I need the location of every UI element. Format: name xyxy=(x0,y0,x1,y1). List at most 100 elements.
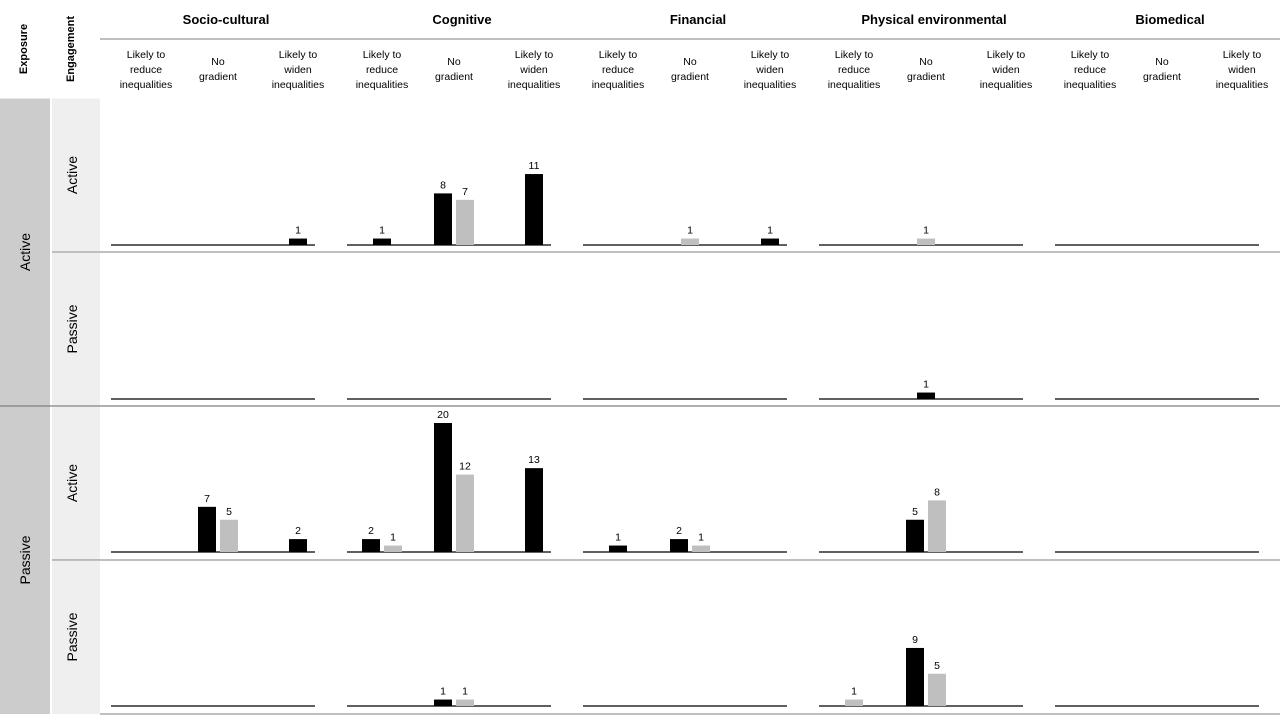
gradient-column-label: inequalities xyxy=(980,79,1033,91)
gradient-column-label: Likely to xyxy=(987,49,1026,61)
gradient-column-label: gradient xyxy=(435,71,473,83)
gradient-column-label: reduce xyxy=(838,64,870,76)
gradient-column-label: widen xyxy=(283,64,312,76)
gradient-column-label: widen xyxy=(1227,64,1256,76)
category-title: Socio-cultural xyxy=(183,12,270,27)
data-label: 1 xyxy=(379,225,385,237)
data-label: 12 xyxy=(459,461,471,473)
bar-black xyxy=(434,193,452,245)
exposure-label: Active xyxy=(17,233,33,271)
data-label: 2 xyxy=(295,525,301,537)
bar-black xyxy=(289,238,307,245)
data-label: 1 xyxy=(390,532,396,544)
engagement-panel xyxy=(52,561,100,714)
gradient-column-label: No xyxy=(919,56,933,68)
gradient-column-label: Likely to xyxy=(751,49,790,61)
data-label: 1 xyxy=(698,532,704,544)
bar-grey xyxy=(681,238,699,245)
gradient-column-label: gradient xyxy=(1143,71,1181,83)
data-label: 1 xyxy=(295,225,301,237)
data-label: 1 xyxy=(851,686,857,698)
bar-black xyxy=(362,539,380,552)
gradient-column-label: No xyxy=(211,56,225,68)
bar-black xyxy=(761,238,779,245)
gradient-column-label: No xyxy=(683,56,697,68)
bar-black xyxy=(434,699,452,706)
category-title: Financial xyxy=(670,12,726,27)
gradient-column-label: inequalities xyxy=(356,79,409,91)
data-label: 5 xyxy=(934,660,940,672)
gradient-column-label: inequalities xyxy=(592,79,645,91)
gradient-column-label: No xyxy=(1155,56,1169,68)
data-label: 7 xyxy=(462,186,468,198)
exposure-header: Exposure xyxy=(18,24,30,74)
gradient-column-label: reduce xyxy=(130,64,162,76)
data-label: 8 xyxy=(440,179,446,191)
gradient-column-label: Likely to xyxy=(1223,49,1262,61)
engagement-panel xyxy=(52,98,100,251)
exposure-label: Passive xyxy=(17,535,33,584)
data-label: 1 xyxy=(615,532,621,544)
data-label: 7 xyxy=(204,493,210,505)
bar-grey xyxy=(845,699,863,706)
data-label: 11 xyxy=(529,160,540,172)
bar-grey xyxy=(220,519,238,552)
gradient-column-label: inequalities xyxy=(272,79,325,91)
gradient-column-label: No xyxy=(447,56,461,68)
bar-black xyxy=(198,506,216,552)
data-label: 2 xyxy=(368,525,374,537)
engagement-label: Active xyxy=(64,464,80,502)
engagement-panel xyxy=(52,253,100,406)
bar-black xyxy=(609,545,627,552)
engagement-label: Passive xyxy=(64,304,80,353)
data-label: 5 xyxy=(912,506,918,518)
engagement-label: Passive xyxy=(64,612,80,661)
bar-black xyxy=(906,647,924,706)
gradient-column-label: inequalities xyxy=(508,79,561,91)
bar-black xyxy=(525,174,543,245)
data-label: 5 xyxy=(226,506,232,518)
gradient-column-label: gradient xyxy=(199,71,237,83)
gradient-column-label: widen xyxy=(991,64,1020,76)
gradient-column-label: inequalities xyxy=(120,79,173,91)
data-label: 2 xyxy=(676,525,682,537)
data-label: 1 xyxy=(923,379,929,391)
gradient-column-label: gradient xyxy=(907,71,945,83)
gradient-column-label: Likely to xyxy=(599,49,638,61)
engagement-label: Active xyxy=(64,156,80,194)
data-label: 13 xyxy=(528,454,540,466)
gradient-column-label: widen xyxy=(755,64,784,76)
data-label: 9 xyxy=(912,634,918,646)
bar-grey xyxy=(384,545,402,552)
gradient-column-label: Likely to xyxy=(835,49,874,61)
gradient-column-label: gradient xyxy=(671,71,709,83)
bar-grey xyxy=(928,673,946,706)
gradient-column-label: Likely to xyxy=(363,49,402,61)
bar-black xyxy=(906,519,924,552)
data-label: 1 xyxy=(462,686,468,698)
gradient-column-label: reduce xyxy=(366,64,398,76)
gradient-column-label: Likely to xyxy=(279,49,318,61)
data-label: 1 xyxy=(767,225,773,237)
exposure-panel-active xyxy=(0,98,50,406)
gradient-column-label: inequalities xyxy=(744,79,797,91)
bar-grey xyxy=(456,199,474,245)
gradient-column-label: Likely to xyxy=(1071,49,1110,61)
bar-black xyxy=(670,539,688,552)
gradient-column-label: reduce xyxy=(1074,64,1106,76)
data-label: 1 xyxy=(440,686,446,698)
gradient-column-label: inequalities xyxy=(1064,79,1117,91)
gradient-column-label: Likely to xyxy=(127,49,166,61)
bar-grey xyxy=(456,699,474,706)
bar-grey xyxy=(917,238,935,245)
data-label: 20 xyxy=(437,409,449,421)
bar-black xyxy=(525,468,543,552)
data-label: 8 xyxy=(934,486,940,498)
bar-black xyxy=(373,238,391,245)
bar-black xyxy=(289,539,307,552)
bar-black xyxy=(434,423,452,552)
data-label: 1 xyxy=(923,225,929,237)
category-title: Cognitive xyxy=(432,12,491,27)
bar-black xyxy=(917,392,935,399)
